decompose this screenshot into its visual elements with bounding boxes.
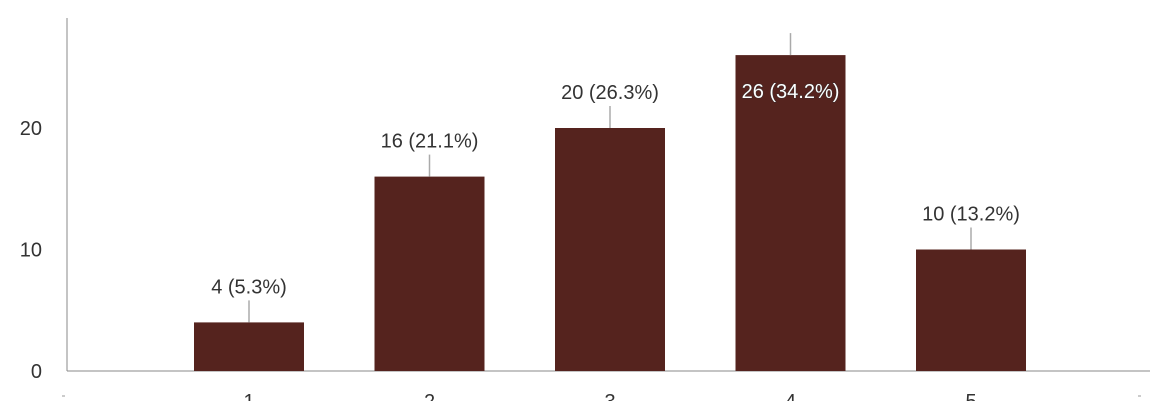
bar xyxy=(916,249,1026,371)
bar xyxy=(735,55,846,371)
y-tick-label: 10 xyxy=(20,240,42,262)
x-axis: 1 2 3 4 5 xyxy=(62,370,1150,401)
data-label: 20 (26.3%) xyxy=(561,82,659,104)
x-tick-label: 4 xyxy=(785,391,796,401)
data-label: 4 (5.3%) xyxy=(211,276,287,298)
x-tick-label: 1 xyxy=(243,391,254,401)
bars xyxy=(194,55,1026,371)
x-tick-label: 2 xyxy=(424,391,435,401)
bar xyxy=(555,128,665,371)
y-tick-label: 20 xyxy=(20,118,42,140)
data-label: 26 (34.2%) xyxy=(742,81,840,103)
label-leader-lines xyxy=(248,33,972,323)
y-tick-label: 0 xyxy=(31,361,42,383)
bar xyxy=(374,176,485,371)
bar xyxy=(194,322,304,371)
data-label: 16 (21.1%) xyxy=(381,131,479,153)
x-tick-label: 5 xyxy=(965,391,976,401)
y-axis: 0 10 20 xyxy=(20,18,68,383)
data-label: 10 (13.2%) xyxy=(922,204,1020,226)
data-labels: 4 (5.3%) 16 (21.1%) 20 (26.3%) 26 (34.2%) 10… xyxy=(211,81,1020,299)
x-tick-label: 3 xyxy=(604,391,615,401)
